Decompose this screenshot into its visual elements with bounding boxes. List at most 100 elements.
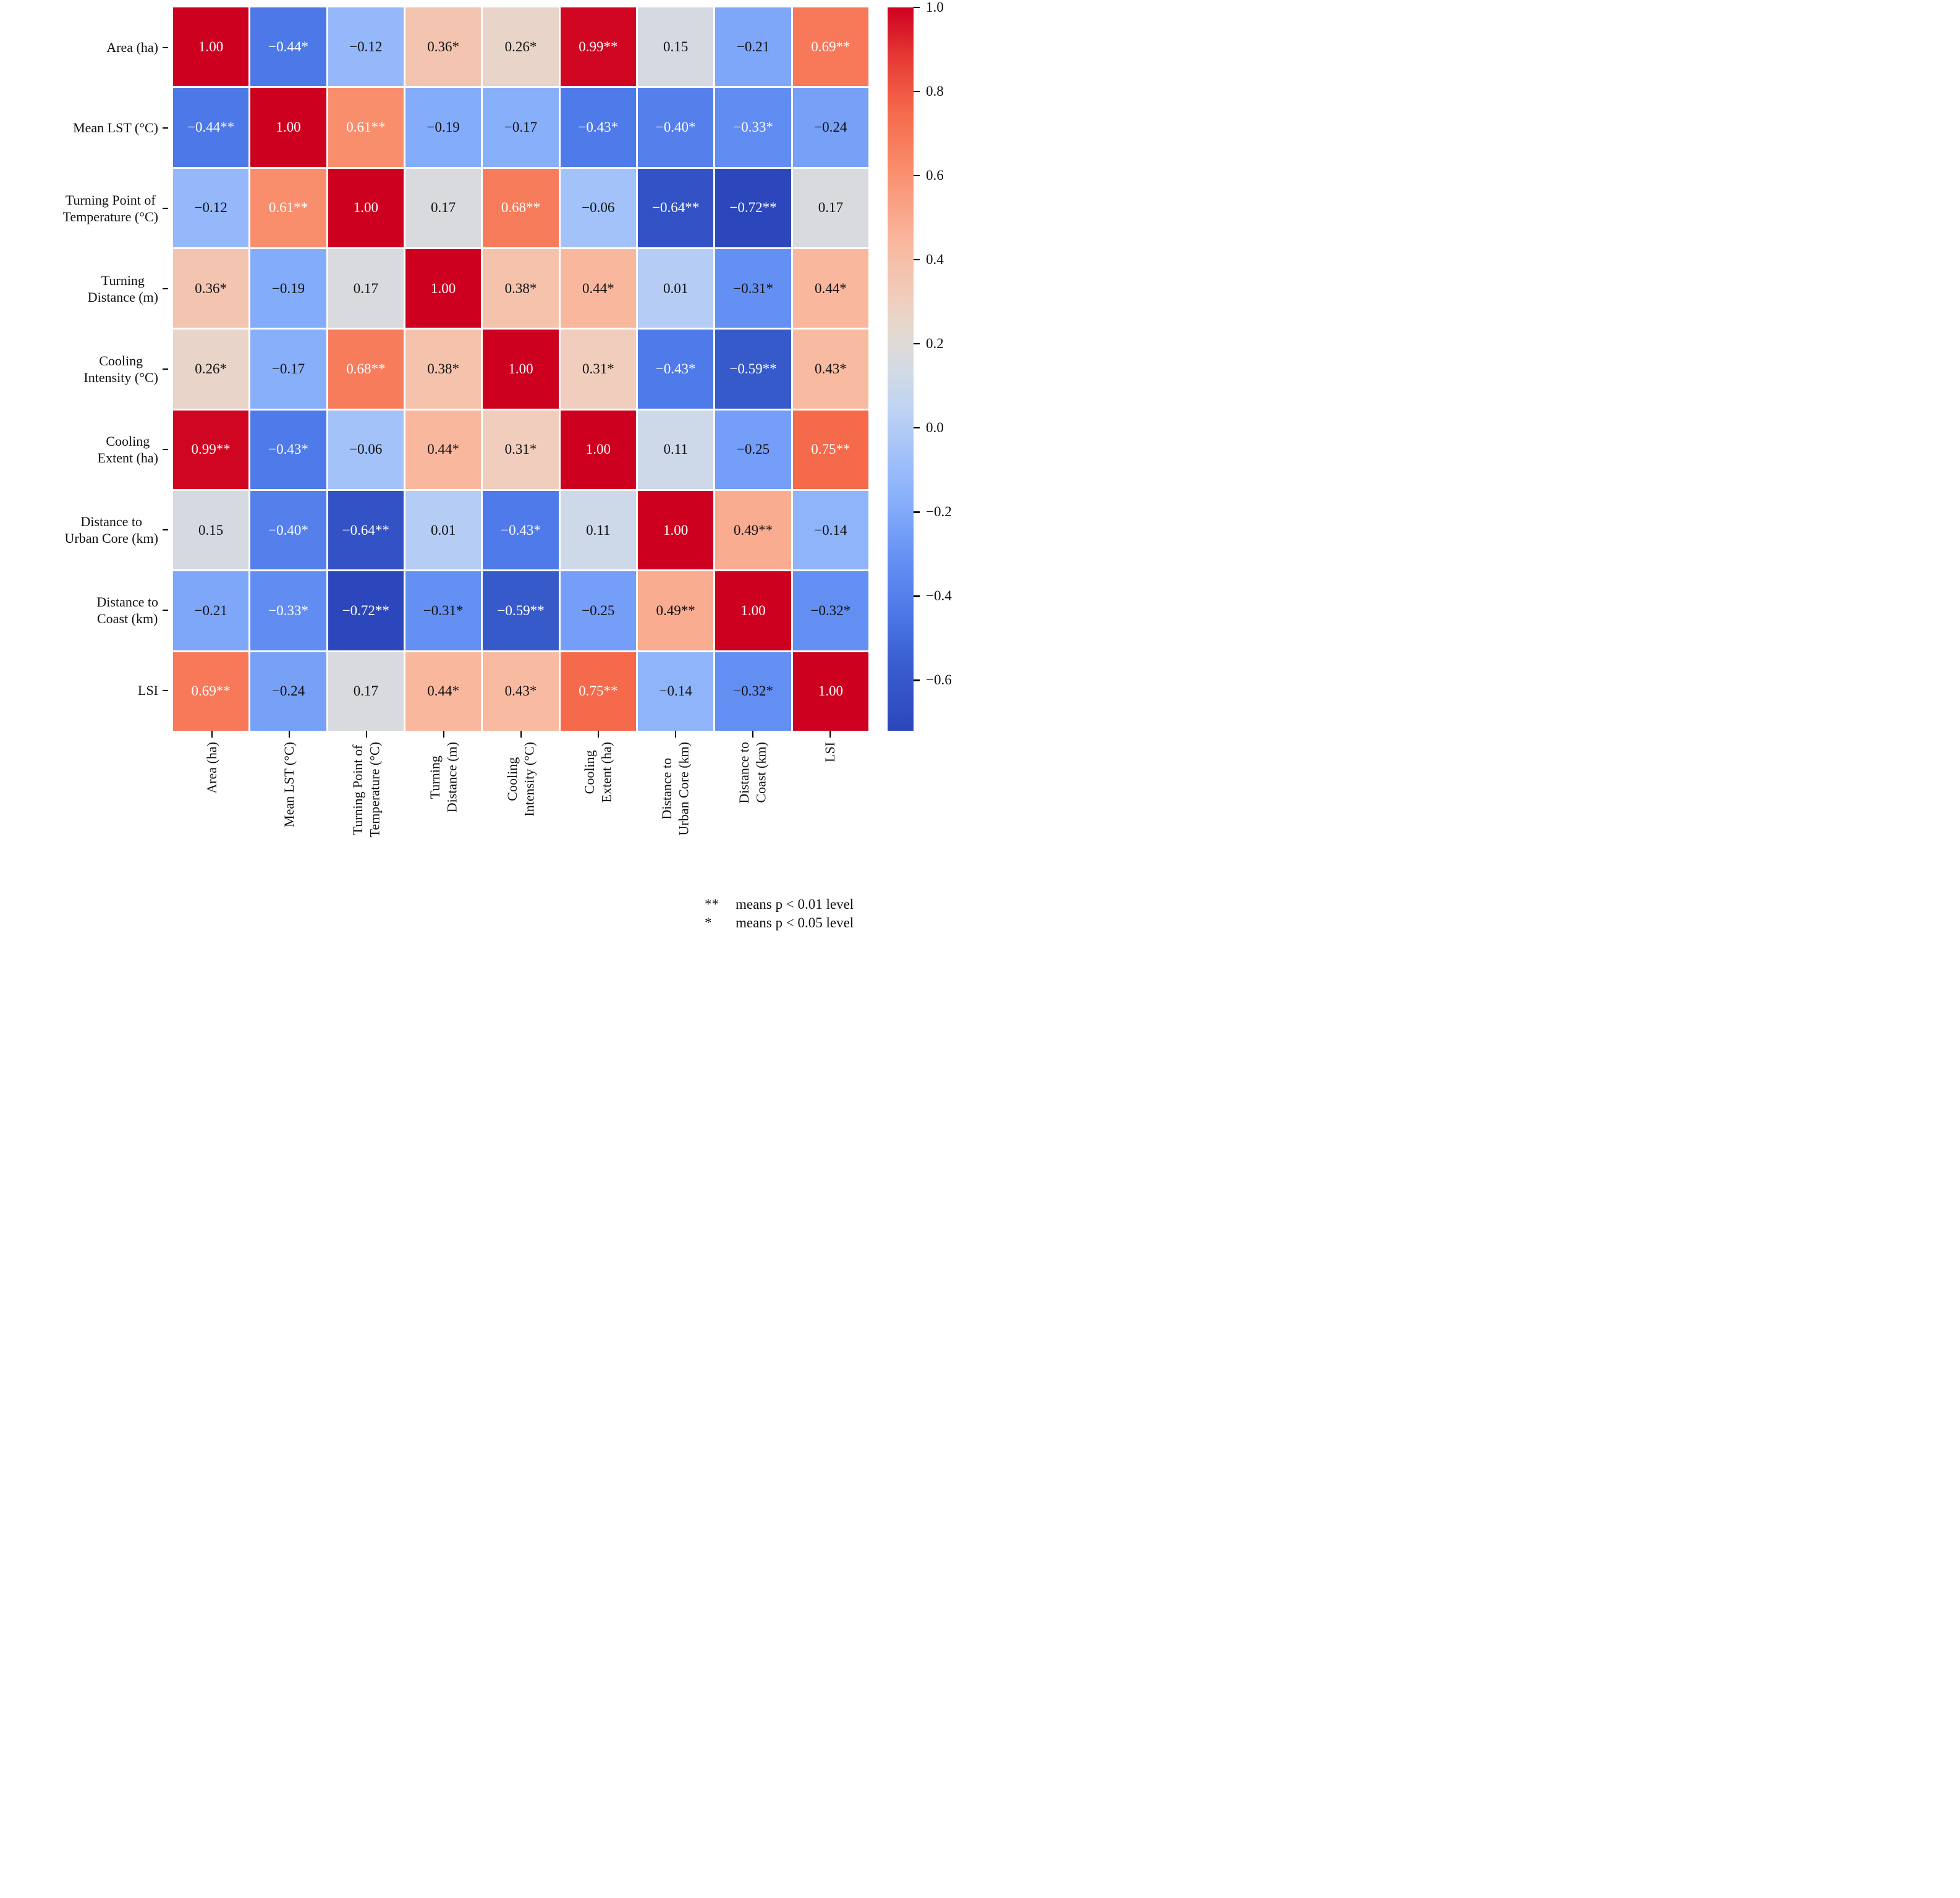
heatmap-cell: −0.14 bbox=[638, 652, 714, 731]
cell-value: 0.17 bbox=[431, 200, 456, 216]
colorbar-tick-label: 0.8 bbox=[926, 83, 944, 100]
heatmap-cell: −0.31* bbox=[405, 571, 482, 650]
x-axis-label-slot: Turning Distance (m) bbox=[405, 742, 482, 896]
heatmap-cell: 0.17 bbox=[405, 168, 482, 247]
heatmap-cell: 0.01 bbox=[638, 249, 714, 328]
cell-value: 0.68** bbox=[501, 200, 541, 216]
heatmap-cell: −0.59** bbox=[483, 571, 559, 650]
footnote-symbol: * bbox=[705, 914, 712, 930]
colorbar-tick-label: 0.0 bbox=[926, 420, 944, 436]
x-axis-tick bbox=[365, 731, 367, 738]
heatmap-cell: −0.43* bbox=[638, 330, 714, 409]
y-axis-label: Cooling Intensity (°C) bbox=[83, 352, 158, 386]
x-axis-label-slot: Distance to Coast (km) bbox=[714, 742, 791, 896]
cell-value: 0.11 bbox=[663, 441, 688, 457]
footnote-text: means p < 0.01 level bbox=[736, 896, 854, 912]
heatmap-cell: −0.32* bbox=[792, 571, 868, 650]
heatmap-cell: −0.21 bbox=[173, 571, 249, 650]
cell-value: 0.26* bbox=[195, 360, 227, 377]
cell-value: 0.38* bbox=[504, 280, 537, 296]
cell-value: 0.36* bbox=[427, 38, 460, 54]
cell-value: 0.01 bbox=[663, 280, 689, 296]
cell-value: 0.75** bbox=[811, 441, 851, 457]
heatmap-cell: 1.00 bbox=[715, 571, 791, 650]
heatmap-cell: 0.44* bbox=[792, 249, 868, 328]
cell-value: −0.19 bbox=[271, 280, 305, 296]
cell-value: 0.68** bbox=[346, 360, 386, 377]
colorbar-tick bbox=[914, 511, 920, 513]
cell-value: −0.14 bbox=[814, 522, 847, 538]
y-axis-label-row: LSI bbox=[0, 650, 168, 731]
x-axis-tick bbox=[288, 731, 290, 738]
heatmap-cell: −0.64** bbox=[638, 168, 714, 247]
cell-value: 0.15 bbox=[663, 38, 689, 54]
heatmap-cell: −0.17 bbox=[483, 88, 559, 167]
colorbar-tick bbox=[914, 427, 920, 429]
x-axis-tick bbox=[597, 731, 599, 738]
y-axis-label-row: Cooling Intensity (°C) bbox=[0, 329, 168, 409]
cell-value: −0.14 bbox=[659, 683, 692, 699]
heatmap-cell: −0.40* bbox=[250, 491, 326, 570]
x-axis-label: Cooling Intensity (°C) bbox=[504, 742, 537, 817]
cell-value: 1.00 bbox=[431, 280, 456, 296]
colorbar-tick-label: 0.2 bbox=[926, 336, 944, 352]
cell-value: 0.17 bbox=[353, 280, 378, 296]
heatmap-cell: −0.59** bbox=[715, 330, 791, 409]
heatmap-cell: 0.99** bbox=[173, 410, 249, 489]
cell-value: 0.44* bbox=[427, 441, 460, 457]
heatmap-cell: −0.12 bbox=[173, 168, 249, 247]
heatmap-cell: −0.43* bbox=[483, 491, 559, 570]
heatmap-cell: 0.11 bbox=[560, 491, 636, 570]
heatmap-cell: 0.68** bbox=[328, 330, 404, 409]
x-axis-label: Turning Distance (m) bbox=[427, 742, 460, 813]
heatmap-cell: −0.19 bbox=[405, 88, 482, 167]
y-axis-label-row: Distance to Urban Core (km) bbox=[0, 490, 168, 570]
correlation-heatmap-figure: Area (ha) Mean LST (°C) Turning Point of T… bbox=[0, 0, 980, 949]
colorbar-tick bbox=[914, 6, 920, 9]
cell-value: 0.61** bbox=[346, 119, 386, 135]
cell-value: −0.24 bbox=[271, 683, 305, 699]
y-axis-label: Distance to Coast (km) bbox=[96, 594, 158, 627]
heatmap-cell: −0.32* bbox=[715, 652, 791, 731]
cell-value: 0.61** bbox=[268, 200, 308, 216]
heatmap-cell: 0.75** bbox=[792, 410, 868, 489]
cell-value: −0.17 bbox=[271, 360, 305, 377]
cell-value: −0.32* bbox=[810, 602, 851, 618]
cell-value: 1.00 bbox=[818, 683, 843, 699]
heatmap-cell: −0.25 bbox=[715, 410, 791, 489]
colorbar-tick bbox=[914, 595, 920, 597]
colorbar-tick-label: −0.2 bbox=[926, 504, 952, 520]
heatmap-cell: −0.72** bbox=[328, 571, 404, 650]
heatmap-cell: 0.36* bbox=[405, 7, 482, 87]
x-axis-label-slot: Area (ha) bbox=[173, 742, 250, 896]
cell-value: 1.00 bbox=[585, 441, 611, 457]
cell-value: −0.19 bbox=[426, 119, 460, 135]
x-axis-label-slot: Cooling Extent (ha) bbox=[559, 742, 637, 896]
heatmap-cell: 0.61** bbox=[250, 168, 326, 247]
y-axis-label-row: Turning Point of Temperature (°C) bbox=[0, 168, 168, 249]
cell-value: −0.06 bbox=[582, 200, 615, 216]
cell-value: 0.69** bbox=[811, 38, 851, 54]
colorbar-tick-label: −0.6 bbox=[926, 672, 952, 688]
cell-value: 0.17 bbox=[353, 683, 378, 699]
heatmap-cell: 0.75** bbox=[560, 652, 636, 731]
x-axis-label: Mean LST (°C) bbox=[281, 742, 297, 827]
cell-value: 0.36* bbox=[195, 280, 227, 296]
cell-value: −0.33* bbox=[268, 602, 308, 618]
cell-value: −0.43* bbox=[655, 360, 696, 377]
cell-value: −0.44* bbox=[268, 38, 308, 54]
y-axis-tick bbox=[163, 46, 168, 49]
heatmap-cell: −0.43* bbox=[250, 410, 326, 489]
heatmap-cell: 0.43* bbox=[792, 330, 868, 409]
cell-value: 0.38* bbox=[427, 360, 460, 377]
heatmap-cell: −0.17 bbox=[250, 330, 326, 409]
footnote-line: ** means p < 0.01 level bbox=[705, 895, 854, 914]
cell-value: 0.99** bbox=[191, 441, 231, 457]
heatmap-cell: 0.69** bbox=[792, 7, 868, 87]
cell-value: −0.25 bbox=[736, 441, 770, 457]
significance-footnote: ** means p < 0.01 level * means p < 0.05… bbox=[705, 895, 854, 932]
heatmap-cell: 0.49** bbox=[638, 571, 714, 650]
footnote-line: * means p < 0.05 level bbox=[705, 914, 854, 932]
cell-value: 1.00 bbox=[198, 38, 224, 54]
cell-value: 1.00 bbox=[663, 522, 689, 538]
